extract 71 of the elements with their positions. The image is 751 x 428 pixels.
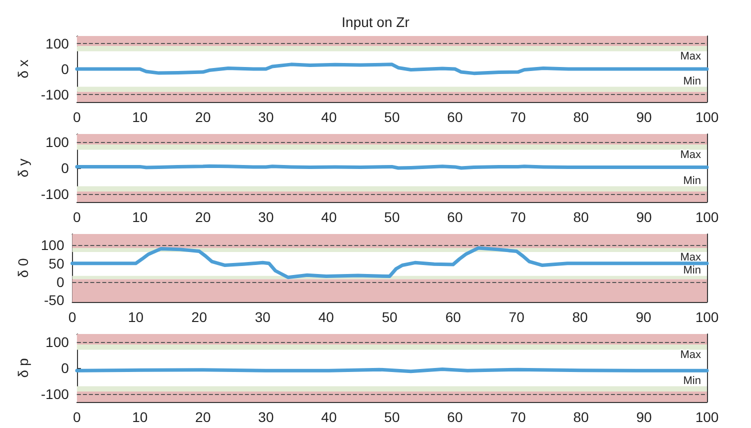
x-tick-label: 100: [695, 109, 719, 125]
x-tick-label: 40: [321, 409, 337, 425]
x-tick-label: 20: [195, 209, 211, 225]
x-tick-label: 70: [508, 309, 525, 325]
x-tick-label: 100: [695, 309, 719, 325]
x-tick-label: 90: [636, 109, 652, 125]
band-label: Max: [680, 149, 702, 162]
x-tick-label: 0: [73, 109, 82, 125]
x-tick-label: 20: [195, 109, 211, 125]
x-tick-label: 80: [573, 409, 589, 425]
y-axis-title: δ y: [15, 158, 31, 178]
x-tick-label: 70: [510, 209, 526, 225]
x-tick-label: 30: [258, 409, 274, 425]
x-tick-label: 10: [128, 309, 144, 325]
x-tick-label: 10: [132, 209, 148, 225]
x-tick-label: 50: [384, 209, 400, 225]
y-tick-label: 100: [46, 36, 70, 52]
y-tick-label: 0: [61, 360, 70, 376]
x-tick-label: 90: [636, 409, 652, 425]
y-axis-title: δ 0: [15, 258, 31, 278]
x-tick-label: 80: [573, 109, 589, 125]
x-tick-label: 60: [447, 409, 463, 425]
y-tick-label: -100: [40, 86, 70, 102]
band-label: Max: [680, 252, 702, 264]
line-series: [75, 62, 709, 76]
band-label: Min: [683, 374, 701, 387]
y-tick-label: 50: [48, 255, 64, 272]
y-tick-label: 100: [46, 134, 70, 150]
chart-title: Input on Zr: [342, 14, 410, 30]
x-tick-label: 40: [318, 309, 334, 325]
x-tick-label: 30: [258, 209, 274, 225]
x-tick-label: 60: [447, 109, 463, 125]
x-tick-label: 90: [636, 309, 652, 325]
x-tick-label: 80: [573, 209, 589, 225]
x-tick-label: 30: [258, 109, 274, 125]
y-tick-label: -100: [40, 186, 70, 202]
x-tick-label: 40: [321, 209, 337, 225]
x-tick-label: 10: [132, 409, 148, 425]
x-tick-label: 40: [321, 109, 337, 125]
x-tick-label: 80: [572, 309, 588, 325]
y-axis-title: δ p: [15, 358, 31, 378]
x-tick-label: 30: [254, 309, 271, 325]
x-tick-label: 0: [73, 209, 82, 225]
x-tick-label: 50: [382, 309, 398, 325]
x-tick-label: 60: [447, 209, 463, 225]
y-tick-label: 0: [56, 274, 64, 290]
y-tick-label: 100: [46, 334, 70, 350]
y-tick-label: -50: [44, 292, 64, 308]
y-axis-title: δ x: [15, 60, 31, 78]
y-tick-label: 0: [61, 160, 70, 176]
band-label: Max: [680, 50, 702, 63]
band-label: Min: [683, 264, 701, 276]
y-tick-label: 100: [40, 237, 64, 254]
x-tick-label: 70: [510, 109, 526, 125]
y-tick-label: -100: [40, 386, 70, 402]
band-label: Max: [680, 349, 702, 362]
x-tick-label: 10: [132, 109, 148, 125]
x-tick-label: 50: [384, 109, 400, 125]
band-label: Min: [683, 75, 701, 88]
band-label: Min: [683, 174, 701, 187]
x-tick-label: 0: [73, 409, 82, 425]
line-series: [70, 246, 709, 280]
x-tick-label: 100: [695, 209, 719, 225]
x-tick-label: 50: [384, 409, 400, 425]
x-tick-label: 20: [195, 409, 211, 425]
x-tick-label: 70: [510, 409, 526, 425]
x-tick-label: 100: [695, 409, 719, 425]
x-tick-label: 90: [636, 209, 652, 225]
y-tick-label: 0: [61, 61, 70, 77]
x-tick-label: 60: [445, 309, 462, 325]
x-tick-label: 20: [191, 309, 208, 325]
